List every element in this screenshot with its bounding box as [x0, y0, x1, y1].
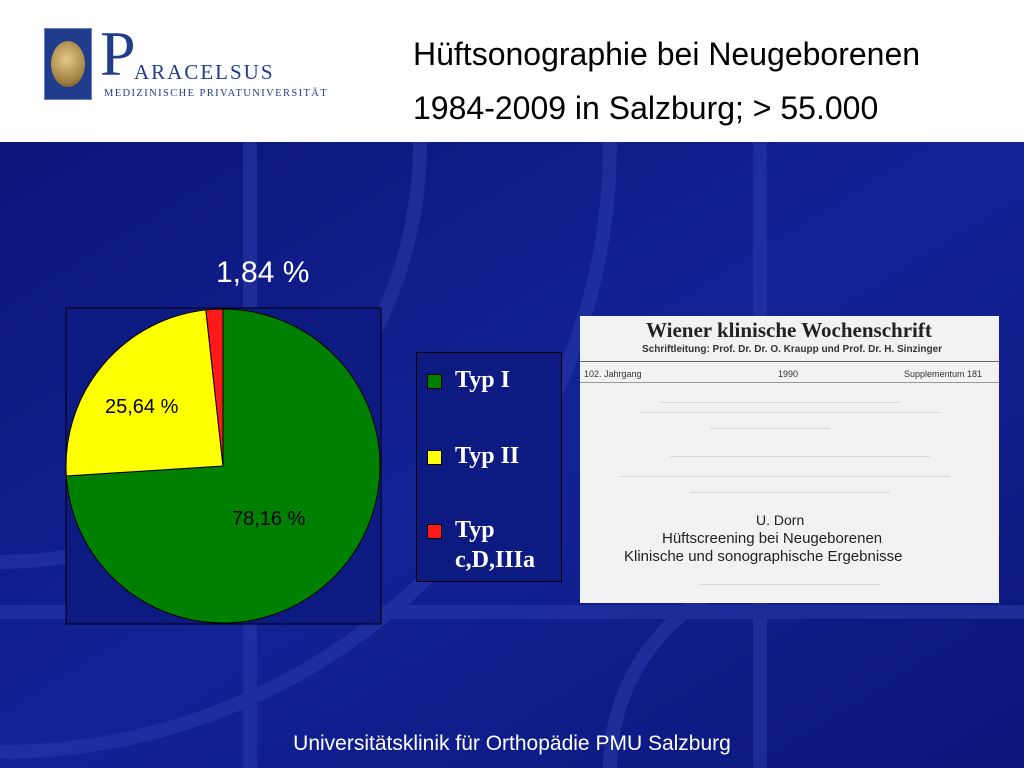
- legend-swatch-typ-ii: [427, 450, 442, 465]
- legend-label-typ-c-d-iiia: Typ c,D,IIIa: [455, 517, 536, 573]
- logo-initial: P: [100, 18, 136, 89]
- legend-label-typ-ii: Typ II: [455, 443, 520, 469]
- slide-title-line-1: Hüftsonographie bei Neugeborenen: [413, 36, 921, 72]
- university-seal-logo: [44, 28, 92, 100]
- faded-text-line: [670, 456, 930, 457]
- journal-year: 1990: [778, 369, 799, 379]
- faded-text-line: [700, 584, 880, 585]
- chart-legend: Typ I Typ II Typ c,D,IIIa: [416, 352, 562, 582]
- journal-author: U. Dorn: [756, 512, 805, 528]
- data-label-typ-ii: 25,64 %: [105, 396, 179, 418]
- footer-text: Universitätsklinik für Orthopädie PMU Sa…: [293, 732, 731, 755]
- journal-editors: Schriftleitung: Prof. Dr. Dr. O. Kraupp …: [642, 344, 943, 355]
- journal-rule: [580, 361, 999, 362]
- legend-label-typ-i: Typ I: [455, 367, 510, 393]
- journal-article-subtitle: Klinische und sonographische Ergebnisse: [624, 548, 903, 565]
- pie-slice-typ-c-d-iiia: [205, 308, 224, 467]
- faded-text-line: [710, 428, 830, 429]
- data-label-typ-c-d-iiia: 1,84 %: [216, 256, 310, 289]
- logo-name: ARACELSUS: [134, 60, 275, 84]
- journal-article-title: Hüftscreening bei Neugeborenen: [662, 530, 883, 547]
- legend-swatch-typ-i: [427, 374, 442, 389]
- data-label-typ-i: 78,16 %: [232, 508, 306, 530]
- journal-cover-image: Wiener klinische Wochenschrift Schriftle…: [580, 316, 999, 603]
- header-bar: P ARACELSUS MEDIZINISCHE PRIVATUNIVERSIT…: [0, 0, 1024, 142]
- journal-rule-2: [580, 382, 999, 383]
- faded-text-line: [660, 402, 900, 403]
- legend-swatch-typ-c-d-iiia: [427, 524, 442, 539]
- faded-text-line: [620, 476, 950, 477]
- faded-text-line: [640, 412, 940, 413]
- faded-text-line: [690, 492, 890, 493]
- pie-slice-typ-ii: [65, 309, 224, 477]
- journal-supplement: Supplementum 181: [904, 369, 983, 379]
- logo-subtitle: MEDIZINISCHE PRIVATUNIVERSITÄT: [104, 88, 329, 99]
- seal-icon: [51, 41, 85, 87]
- journal-title: Wiener klinische Wochenschrift: [646, 318, 932, 342]
- slide-title-line-2: 1984-2009 in Salzburg; > 55.000: [413, 90, 879, 126]
- journal-volume: 102. Jahrgang: [584, 369, 642, 379]
